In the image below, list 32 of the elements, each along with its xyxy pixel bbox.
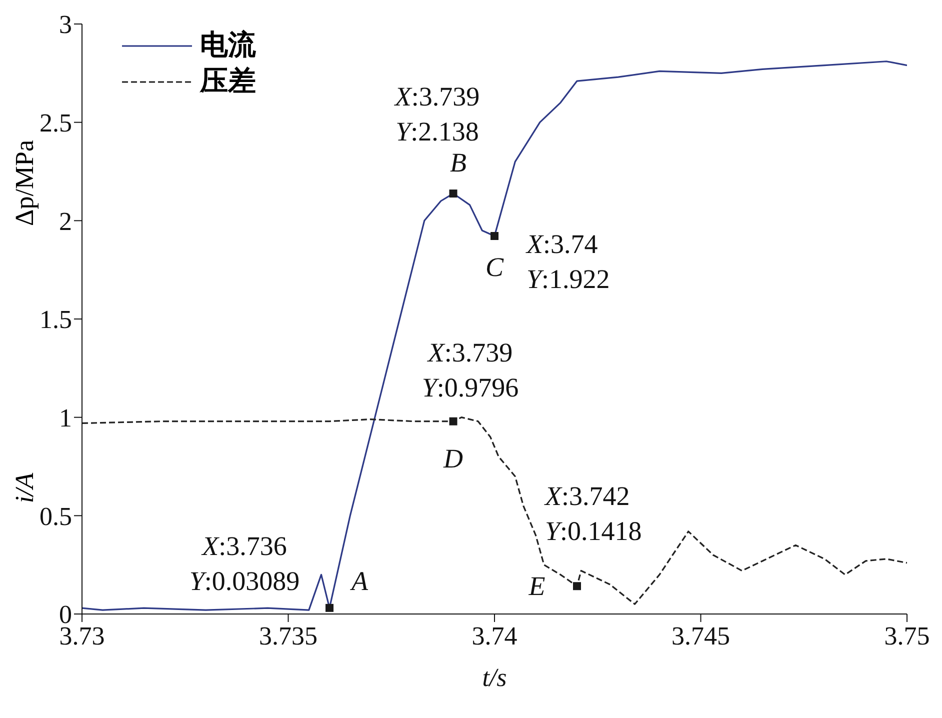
- text: i/A: [10, 472, 40, 504]
- x-tick-label: 3.745: [672, 621, 730, 650]
- point: [573, 582, 581, 590]
- line-series: [82, 60, 907, 611]
- line-series: [82, 416, 907, 605]
- annotation: C: [485, 252, 504, 282]
- y-tick-label: 1.5: [40, 305, 72, 334]
- x-axis-title: t/s: [482, 663, 507, 692]
- annotation: X:3.742 Y:0.1418: [544, 481, 642, 546]
- annotation: B: [450, 148, 466, 178]
- y-tick-label: 2: [59, 206, 72, 236]
- annotation: X:3.739 Y:2.138: [394, 82, 480, 147]
- y-axis-title: Δp/MPa: [10, 140, 40, 226]
- x-tick-label: 3.735: [259, 621, 318, 650]
- point: [449, 190, 458, 198]
- y-tick-label: 0.5: [40, 502, 72, 531]
- point: [326, 604, 334, 612]
- y-tick-label: 1: [59, 404, 72, 433]
- y-tick-label: 3: [59, 10, 72, 40]
- annotation: X:3.74 Y:1.922: [526, 229, 610, 294]
- annotation: A: [350, 566, 368, 596]
- annotation: X:3.736 Y:0.03089: [189, 530, 300, 596]
- x-tick-label: 3.75: [884, 621, 930, 650]
- y-tick-label: 2.5: [40, 108, 72, 138]
- x-tick-label: 3.74: [472, 621, 518, 650]
- annotation: X:3.739 Y:0.9796: [422, 337, 519, 402]
- point: [490, 232, 498, 240]
- point: [449, 417, 458, 426]
- legend-label: 电流: [200, 28, 256, 63]
- legend-label: 压差: [200, 65, 256, 99]
- annotation: E: [528, 571, 546, 602]
- annotation: D: [442, 443, 464, 474]
